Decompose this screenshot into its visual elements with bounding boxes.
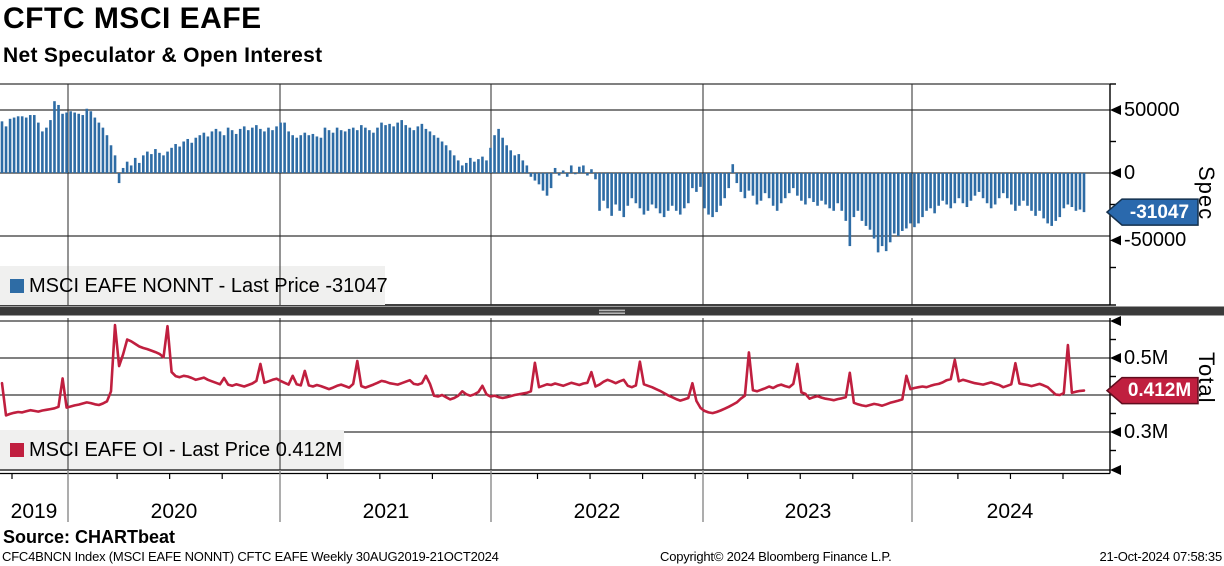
total-ytick-03m: 0.3M xyxy=(1124,421,1169,443)
xtick-2020: 2020 xyxy=(150,500,198,523)
xtick-2022: 2022 xyxy=(573,500,621,523)
page-subtitle: Net Speculator & Open Interest xyxy=(3,44,323,67)
spec-last-price-bubble: -31047 xyxy=(1129,202,1190,223)
spec-ytick-0: 0 xyxy=(1124,162,1136,184)
total-legend-marker-icon xyxy=(10,443,24,457)
copyright-label: Copyright© 2024 Bloomberg Finance L.P. xyxy=(660,549,892,564)
timestamp-label: 21-Oct-2024 07:58:35 xyxy=(1099,549,1223,564)
source-label: Source: CHARTbeat xyxy=(3,527,176,547)
xtick-2021: 2021 xyxy=(362,500,410,523)
footnote-security-info: CFC4BNCN Index (MSCI EAFE NONNT) CFTC EA… xyxy=(2,549,499,564)
spec-ytick-neg50000: -50000 xyxy=(1124,229,1187,251)
page-title: CFTC MSCI EAFE xyxy=(3,2,262,35)
total-axis-title: Total xyxy=(1194,352,1219,404)
spec-legend-label[interactable]: MSCI EAFE NONNT - Last Price -31047 xyxy=(29,275,388,297)
xtick-2019: 2019 xyxy=(10,500,58,523)
spec-axis-title: Spec xyxy=(1194,166,1219,221)
xtick-2024: 2024 xyxy=(986,500,1034,523)
spec-ytick-50000: 50000 xyxy=(1124,99,1180,121)
total-last-price-bubble: 0.412M xyxy=(1127,380,1192,401)
total-ytick-05m: 0.5M xyxy=(1124,347,1169,369)
xtick-2023: 2023 xyxy=(784,500,832,523)
total-legend-label[interactable]: MSCI EAFE OI - Last Price 0.412M xyxy=(29,439,343,461)
spec-legend-marker-icon xyxy=(10,279,24,293)
